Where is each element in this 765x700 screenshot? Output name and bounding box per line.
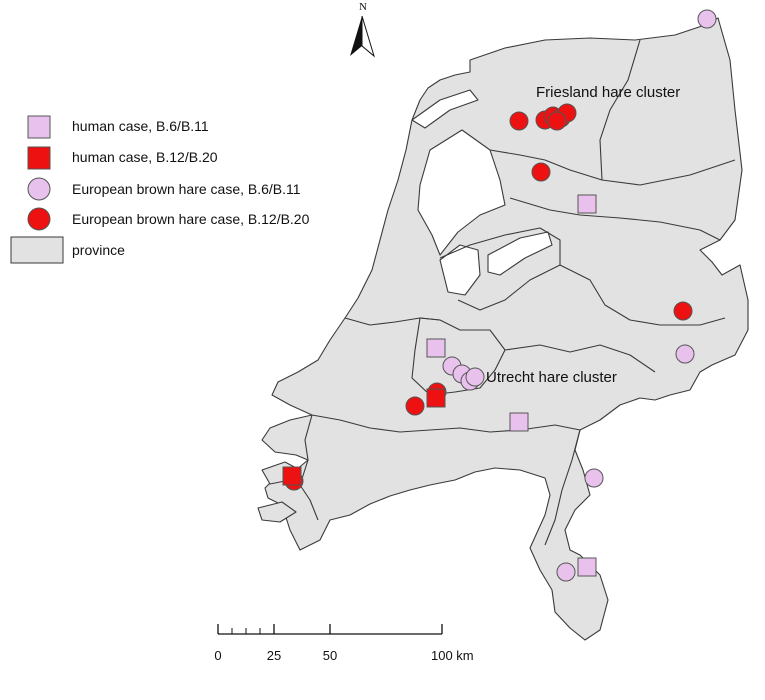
north-arrow: N bbox=[350, 1, 375, 58]
legend-swatch-hare-b6 bbox=[27, 177, 51, 201]
north-label: N bbox=[359, 1, 367, 13]
hare-case-b12-marker bbox=[531, 162, 551, 182]
hare-case-b12-marker bbox=[547, 111, 567, 131]
zeeland-island-south bbox=[257, 501, 297, 523]
human-case-b6-marker bbox=[577, 194, 597, 214]
legend-swatch-hare-b12 bbox=[27, 207, 51, 231]
scale-label-25: 25 bbox=[267, 648, 281, 663]
border-overijssel-gelderland bbox=[559, 264, 726, 326]
randmeren bbox=[487, 231, 553, 276]
scale-label-100: 100 km bbox=[431, 648, 474, 663]
border-gelderland-interior bbox=[504, 344, 656, 373]
friesland-cluster-label: Friesland hare cluster bbox=[536, 84, 680, 101]
water-layer bbox=[411, 89, 553, 296]
case-markers bbox=[282, 9, 717, 582]
hare-case-b6-marker bbox=[465, 367, 485, 387]
border-friesland-drenthe bbox=[489, 149, 736, 186]
hare-case-b6-marker bbox=[556, 562, 576, 582]
scale-label-0: 0 bbox=[214, 648, 221, 663]
legend-label-province: province bbox=[72, 242, 125, 258]
hare-case-b12-marker bbox=[405, 396, 425, 416]
border-utrecht bbox=[411, 317, 506, 396]
legend-label-human-b6: human case, B.6/B.11 bbox=[72, 118, 209, 134]
border-flevoland bbox=[439, 227, 561, 311]
hare-case-b6-marker bbox=[697, 9, 717, 29]
hare-case-b12-marker bbox=[673, 301, 693, 321]
legend-swatch-human-b6 bbox=[27, 115, 51, 139]
legend-label-hare-b12: European brown hare case, B.12/B.20 bbox=[72, 211, 310, 227]
hare-case-b6-marker bbox=[675, 344, 695, 364]
scale-label-50: 50 bbox=[323, 648, 337, 663]
human-case-b6-marker bbox=[577, 557, 597, 577]
legend-swatch-human-b12 bbox=[27, 146, 51, 170]
human-case-b6-marker bbox=[509, 412, 529, 432]
border-friesland-groningen bbox=[599, 39, 641, 181]
wadden-channel bbox=[411, 89, 479, 129]
hare-case-b6-marker bbox=[584, 468, 604, 488]
province-layer bbox=[257, 17, 749, 641]
border-brabant-limburg bbox=[544, 429, 581, 546]
north-arrow-right-icon bbox=[361, 15, 375, 58]
markermeer bbox=[439, 244, 481, 296]
legend-swatch-province bbox=[10, 236, 64, 264]
legend-label-hare-b6: European brown hare case, B.6/B.11 bbox=[72, 181, 301, 197]
legend: human case, B.6/B.11 human case, B.12/B.… bbox=[10, 115, 310, 264]
human-case-b12-marker bbox=[426, 388, 446, 408]
border-zeeland-brabant bbox=[299, 414, 319, 521]
human-case-b6-marker bbox=[426, 338, 446, 358]
province-borders bbox=[299, 39, 736, 546]
hare-case-b12-marker bbox=[509, 111, 529, 131]
ijsselmeer bbox=[417, 129, 506, 256]
border-drenthe-overijssel bbox=[509, 197, 721, 241]
human-case-b12-marker bbox=[282, 466, 302, 486]
utrecht-cluster-label: Utrecht hare cluster bbox=[486, 369, 617, 386]
legend-label-human-b12: human case, B.12/B.20 bbox=[72, 149, 218, 165]
netherlands-landmass bbox=[261, 17, 749, 641]
north-arrow-left-icon bbox=[350, 16, 362, 56]
border-rivers bbox=[311, 414, 581, 433]
scale-bar: 0 25 50 100 km bbox=[214, 624, 474, 663]
